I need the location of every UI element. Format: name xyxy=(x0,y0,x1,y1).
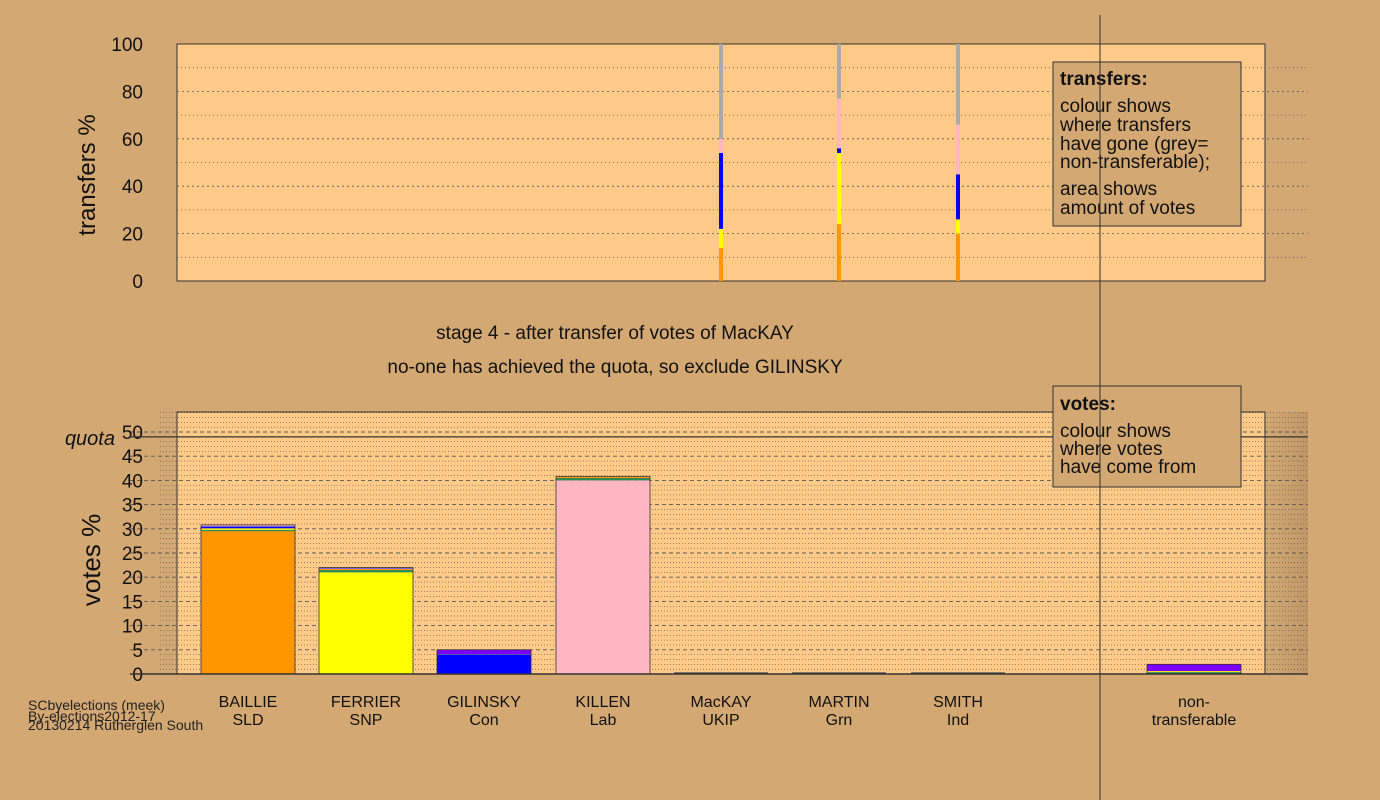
y-tick-label: 35 xyxy=(122,496,143,517)
y-tick-label: 5 xyxy=(132,641,143,662)
footer-line-1: SCbyelections (meek) xyxy=(28,697,165,713)
transfers-legend: transfers: colour shows where transfers … xyxy=(1052,61,1242,227)
transfers-legend-line: where transfers xyxy=(1059,115,1191,136)
vote-bar-segment xyxy=(201,526,295,529)
vote-bar-segment xyxy=(319,568,413,570)
transfers-legend-box xyxy=(1052,61,1242,227)
transfers-gridlines xyxy=(177,67,1308,258)
vote-bar-segment xyxy=(556,477,650,481)
y-tick-label: 20 xyxy=(122,568,143,589)
y-tick-label: 0 xyxy=(132,665,143,686)
quota-label: quota xyxy=(65,428,115,450)
footer: SCbyelections (meek) By-elections2012-17… xyxy=(28,697,203,733)
y-tick-label: 50 xyxy=(122,423,143,444)
transfer-segment xyxy=(719,228,723,248)
y-tick-label: 100 xyxy=(111,35,143,56)
y-tick-label: 0 xyxy=(132,272,143,293)
transfers-legend-line: colour shows xyxy=(1060,96,1171,117)
footer-line-2: By-elections2012-17 xyxy=(28,708,156,724)
transfer-segment xyxy=(837,44,841,99)
candidate-name-label: FERRIER xyxy=(331,694,401,711)
votes-plot-shade xyxy=(1265,412,1308,674)
y-tick-label: 40 xyxy=(122,471,143,492)
y-tick-label: 20 xyxy=(122,225,143,246)
transfer-segment xyxy=(956,219,960,234)
candidate-party-label: Ind xyxy=(947,712,969,729)
candidate-party-label: UKIP xyxy=(702,712,739,729)
transfer-segment xyxy=(837,98,841,149)
transfer-segment xyxy=(956,174,960,220)
transfers-y-tick-labels: 0 20 40 60 80 100 xyxy=(111,35,143,293)
candidate-name-label: MARTIN xyxy=(808,694,869,711)
transfer-segment xyxy=(719,153,723,229)
votes-legend: votes: colour shows where votes have com… xyxy=(1052,385,1242,488)
footer-line-3: 20130214 Rutherglen South xyxy=(28,717,203,733)
candidate-party-label: Lab xyxy=(590,712,617,729)
vote-bar-segment xyxy=(1147,672,1241,674)
vote-bar-segment xyxy=(319,569,413,573)
vote-bar-segment xyxy=(1147,664,1241,672)
transfer-segment xyxy=(837,148,841,154)
transfer-segment xyxy=(719,138,723,154)
transfers-legend-line: have gone (grey= xyxy=(1060,134,1208,155)
votes-y-tick-labels: 0 5 10 15 20 25 30 35 40 45 50 xyxy=(122,423,143,686)
vote-bar-segment xyxy=(319,572,413,674)
candidate-name-label: GILINSKY xyxy=(447,694,521,711)
votes-legend-title: votes: xyxy=(1060,394,1116,415)
vote-bar-segment xyxy=(201,528,295,530)
transfer-segment xyxy=(719,247,723,281)
vote-bar-segment xyxy=(437,649,531,655)
transfers-legend-line: amount of votes xyxy=(1060,198,1195,219)
y-tick-label: 80 xyxy=(122,82,143,103)
candidate-party-label: Con xyxy=(469,712,498,729)
vote-bar-segment xyxy=(201,529,295,532)
votes-legend-box xyxy=(1052,385,1242,488)
candidate-name-label: BAILLIE xyxy=(219,694,278,711)
candidate-party-label: Grn xyxy=(826,712,853,729)
stage-subtitle: no-one has achieved the quota, so exclud… xyxy=(387,357,843,378)
transfer-segment xyxy=(956,124,960,175)
vote-bars xyxy=(200,476,1242,675)
transfers-y-axis-label: transfers % xyxy=(74,114,101,235)
y-tick-label: 15 xyxy=(122,592,143,613)
candidate-party-label: SNP xyxy=(350,712,383,729)
stage-title: stage 4 - after transfer of votes of Mac… xyxy=(436,323,794,344)
candidate-party-label: transferable xyxy=(1152,712,1237,729)
transfers-legend-title: transfers: xyxy=(1060,69,1148,90)
vote-bar-segment xyxy=(201,531,295,674)
y-tick-label: 10 xyxy=(122,617,143,638)
vote-bar-segment xyxy=(437,654,531,674)
y-tick-label: 45 xyxy=(122,447,143,468)
vote-bar-segment xyxy=(556,477,650,478)
transfers-panel: 0 20 40 60 80 100 transfers % transfers: colo… xyxy=(74,35,1308,293)
y-tick-label: 30 xyxy=(122,520,143,541)
vote-bar-segment xyxy=(201,524,295,527)
y-tick-label: 60 xyxy=(122,130,143,151)
votes-legend-line: have come from xyxy=(1060,457,1196,478)
y-tick-label: 40 xyxy=(122,177,143,198)
candidate-name-label: MacKAY xyxy=(690,694,751,711)
candidate-name-label: KILLEN xyxy=(575,694,630,711)
transfer-segment xyxy=(837,224,841,281)
transfer-segment xyxy=(837,153,841,225)
vote-bar-segment xyxy=(556,480,650,674)
transfer-segment xyxy=(956,233,960,281)
transfer-segment xyxy=(956,44,960,125)
candidate-party-label: SLD xyxy=(232,712,263,729)
candidate-name-label: non- xyxy=(1178,694,1210,711)
votes-legend-line: where votes xyxy=(1059,439,1162,460)
votes-y-axis-label: votes % xyxy=(76,514,106,607)
vote-bar-segment xyxy=(1147,671,1241,673)
transfers-legend-line: area shows xyxy=(1060,179,1157,200)
votes-legend-line: colour shows xyxy=(1060,421,1171,442)
vote-bar-segment xyxy=(319,567,413,569)
transfers-legend-line: non-transferable); xyxy=(1060,152,1210,173)
candidate-name-label: SMITH xyxy=(933,694,983,711)
transfer-segment xyxy=(719,44,723,139)
y-tick-label: 25 xyxy=(122,544,143,565)
transfer-columns xyxy=(719,44,960,281)
